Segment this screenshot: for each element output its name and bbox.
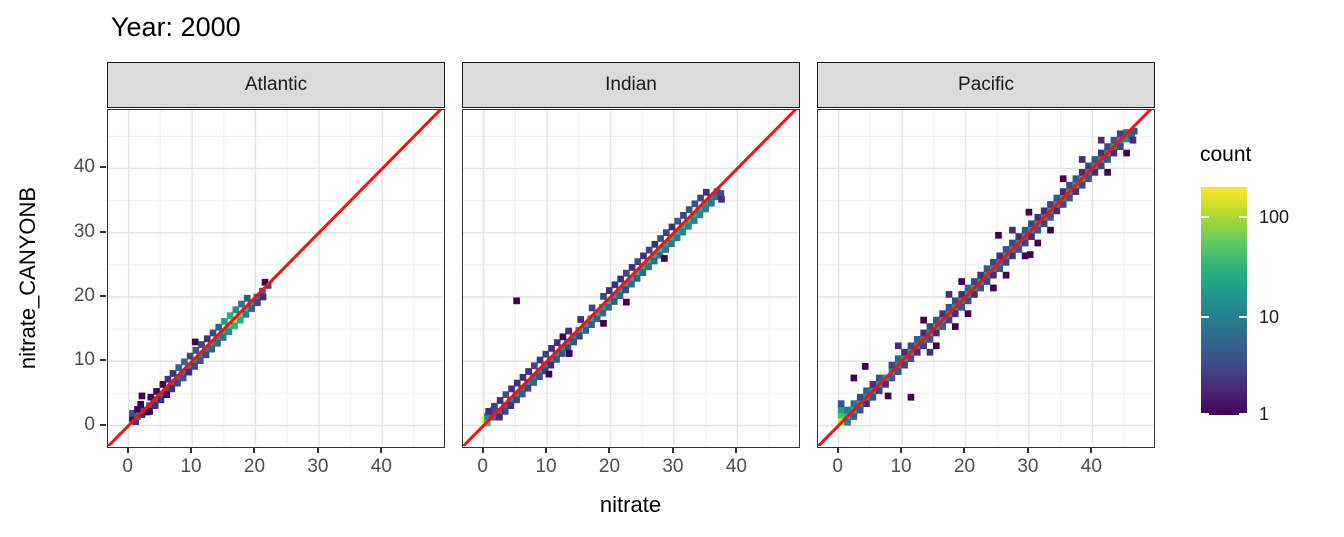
- x-tick-mark: [608, 447, 611, 453]
- legend-tick-mark: [1201, 413, 1209, 415]
- x-tick-mark: [900, 447, 903, 453]
- x-tick-mark: [481, 447, 484, 453]
- x-tick-label: 30: [662, 456, 684, 477]
- legend-tick-label: 10: [1259, 306, 1280, 327]
- y-tick-mark: [100, 359, 106, 362]
- y-tick-mark: [100, 423, 106, 426]
- y-tick-mark: [100, 166, 106, 169]
- panel-pacific-plot: [818, 110, 1153, 446]
- x-axis-title: nitrate: [599, 492, 662, 517]
- x-tick-mark: [735, 447, 738, 453]
- x-tick-label: 0: [832, 456, 843, 477]
- x-tick-label: 10: [535, 456, 557, 477]
- y-tick-label: 0: [84, 413, 95, 435]
- y-tick-mark: [100, 294, 106, 297]
- y-tick-label: 10: [73, 349, 95, 371]
- facet-strip-indian: Indian: [462, 62, 800, 108]
- facet-strip-label: Atlantic: [244, 74, 308, 95]
- x-tick-label: 40: [1080, 456, 1102, 477]
- facet-strip-pacific: Pacific: [817, 62, 1155, 108]
- x-tick-label: 30: [1017, 456, 1039, 477]
- x-tick-label: 40: [370, 456, 392, 477]
- legend-tick-mark: [1201, 216, 1209, 219]
- facet-strip-atlantic: Atlantic: [107, 62, 445, 108]
- x-tick-mark: [316, 447, 319, 453]
- x-tick-mark: [380, 447, 383, 453]
- x-tick-mark: [253, 447, 256, 453]
- legend-title: count: [1200, 143, 1252, 166]
- legend-tick-mark: [1201, 315, 1209, 318]
- legend-colorbar: [1201, 187, 1247, 415]
- panel-atlantic: [107, 109, 445, 448]
- x-tick-mark: [1026, 447, 1029, 453]
- facet-strip-label: Pacific: [958, 74, 1014, 95]
- y-tick-label: 40: [73, 156, 95, 178]
- panel-indian: [462, 109, 800, 448]
- x-tick-label: 10: [180, 456, 202, 477]
- x-tick-mark: [1090, 447, 1093, 453]
- x-tick-label: 20: [598, 456, 621, 477]
- x-tick-mark: [671, 447, 674, 453]
- facet-strip-label: Indian: [605, 74, 657, 95]
- x-tick-label: 10: [890, 456, 912, 477]
- legend-tick-mark: [1239, 315, 1247, 318]
- y-tick-label: 30: [73, 220, 95, 242]
- plot-title: Year: 2000: [111, 12, 241, 42]
- legend-tick-label: 100: [1259, 207, 1290, 228]
- x-tick-mark: [126, 447, 129, 453]
- x-tick-label: 20: [243, 456, 266, 477]
- x-tick-mark: [836, 447, 839, 453]
- x-tick-label: 30: [307, 456, 329, 477]
- panel-atlantic-plot: [108, 110, 443, 446]
- y-tick-label: 20: [73, 284, 95, 306]
- panel-indian-plot: [463, 110, 798, 446]
- x-tick-mark: [963, 447, 966, 453]
- y-axis-title: nitrate_CANYONB: [15, 186, 40, 370]
- x-tick-mark: [190, 447, 193, 453]
- x-tick-label: 20: [953, 456, 976, 477]
- x-tick-label: 40: [725, 456, 747, 477]
- panel-pacific: [817, 109, 1155, 448]
- x-tick-label: 0: [477, 456, 488, 477]
- x-tick-mark: [545, 447, 548, 453]
- legend-tick-mark: [1239, 216, 1247, 219]
- legend-tick-label: 1: [1259, 404, 1270, 424]
- y-tick-mark: [100, 230, 106, 233]
- x-tick-label: 0: [122, 456, 133, 477]
- legend-tick-mark: [1239, 413, 1247, 415]
